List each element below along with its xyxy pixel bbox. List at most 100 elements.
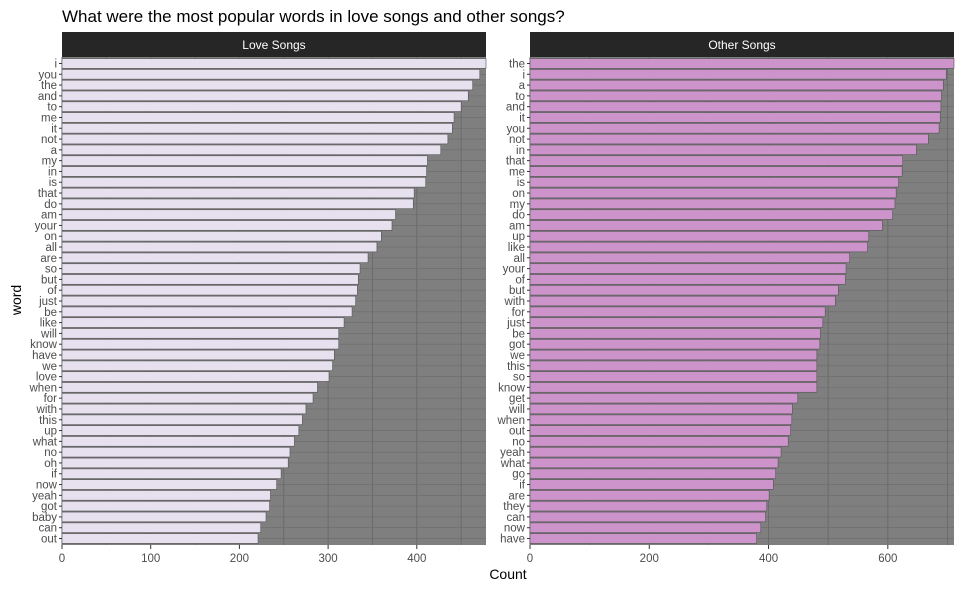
y-tick-label: and [38, 91, 57, 103]
y-tick-label: know [498, 382, 526, 394]
y-tick-label: have [500, 534, 525, 546]
facet-label: Other Songs [708, 38, 775, 52]
bar [529, 241, 868, 253]
y-tick-label: love [36, 372, 57, 384]
bar [529, 58, 955, 69]
bar [61, 90, 469, 102]
x-tick-label: 400 [407, 553, 426, 565]
bar [61, 231, 382, 242]
y-tick-label: when [497, 415, 526, 427]
y-tick-label: yeah [500, 447, 525, 459]
bar [529, 263, 847, 274]
bar [529, 209, 893, 220]
y-tick-label: are [40, 253, 57, 265]
y-tick-label: all [45, 242, 57, 254]
bar [529, 198, 896, 209]
bar [529, 490, 770, 501]
y-tick-label: but [41, 274, 58, 286]
bar [61, 241, 378, 253]
bar [61, 522, 261, 533]
bar [529, 123, 940, 134]
y-tick-label: this [507, 361, 525, 373]
bar [529, 317, 824, 328]
facet-strip [530, 32, 954, 57]
facet-strip [62, 32, 486, 57]
x-tick-label: 200 [640, 553, 659, 565]
bar [529, 295, 836, 307]
bar [61, 533, 259, 544]
y-tick-label: my [42, 156, 58, 168]
y-tick-label: that [38, 188, 58, 200]
bar [529, 436, 789, 447]
bar [529, 479, 774, 490]
y-tick-label: a [519, 80, 526, 92]
y-tick-label: know [30, 339, 58, 351]
bar [529, 457, 779, 469]
y-tick-label: go [512, 469, 525, 481]
bar [61, 339, 340, 350]
bar [529, 166, 903, 177]
bar [529, 155, 904, 166]
bar [61, 436, 295, 447]
y-tick-label: to [515, 91, 525, 103]
bar [61, 220, 393, 231]
y-tick-label: when [29, 382, 58, 394]
y-tick-label: can [506, 512, 525, 524]
y-tick-label: got [41, 501, 58, 513]
y-tick-label: your [35, 220, 58, 232]
y-tick-label: they [503, 501, 525, 513]
bar [61, 317, 345, 328]
y-tick-label: to [47, 102, 57, 114]
y-tick-label: the [41, 80, 57, 92]
y-tick-label: with [36, 404, 57, 416]
y-tick-label: what [500, 458, 526, 470]
bar [529, 112, 941, 123]
bar [61, 252, 369, 263]
bar [61, 112, 455, 123]
y-tick-label: not [41, 134, 58, 146]
y-tick-label: of [515, 274, 525, 286]
bar [529, 274, 846, 285]
bar [529, 79, 944, 91]
bar [61, 123, 453, 134]
y-tick-label: just [506, 318, 526, 330]
y-tick-label: out [41, 534, 58, 546]
y-tick-label: am [41, 210, 57, 222]
y-tick-label: up [44, 426, 57, 438]
y-tick-label: got [509, 339, 526, 351]
y-tick-label: a [51, 145, 58, 157]
y-tick-label: it [51, 123, 58, 135]
bar [529, 382, 818, 393]
y-tick-label: will [40, 328, 57, 340]
y-tick-label: all [513, 253, 525, 265]
bar [529, 468, 776, 479]
bar [61, 101, 462, 112]
bar [61, 306, 353, 317]
bar [529, 339, 821, 350]
bar [529, 90, 942, 102]
bar [529, 360, 818, 371]
y-tick-label: but [509, 285, 526, 297]
y-tick-label: do [44, 199, 57, 211]
y-tick-label: up [512, 231, 525, 243]
bar [61, 479, 277, 490]
y-tick-label: is [517, 177, 526, 189]
y-tick-label: the [509, 58, 525, 70]
bar [61, 425, 300, 436]
bar [61, 457, 289, 469]
y-tick-label: do [512, 210, 525, 222]
bar [61, 500, 270, 512]
bar [529, 371, 818, 382]
bar [61, 263, 361, 274]
x-tick-label: 600 [878, 553, 897, 565]
y-tick-label: just [38, 296, 58, 308]
bar [61, 349, 335, 361]
x-tick-label: 300 [319, 553, 338, 565]
y-tick-label: we [509, 350, 525, 362]
y-tick-label: what [32, 436, 58, 448]
x-axis-title: Count [489, 566, 526, 582]
y-tick-label: am [509, 220, 525, 232]
y-tick-label: me [509, 166, 525, 178]
bar [61, 295, 356, 307]
bar [61, 58, 487, 69]
